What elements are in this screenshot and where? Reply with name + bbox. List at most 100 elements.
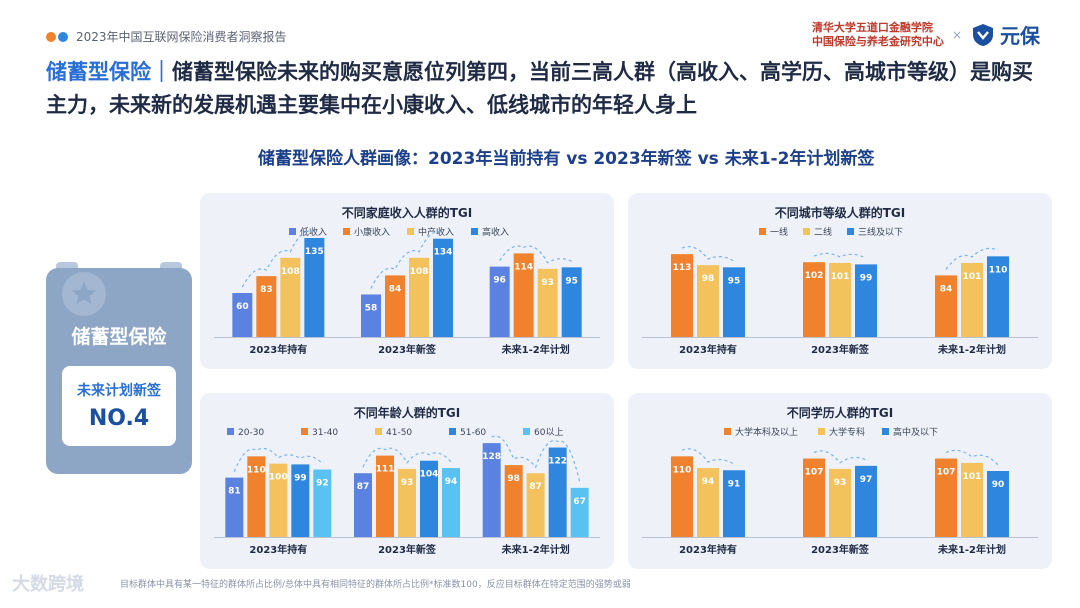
brand-name: 元保 (1000, 24, 1040, 48)
rank-label: 未来计划新签 (77, 383, 161, 399)
bar (280, 257, 301, 337)
trend-line (499, 245, 572, 264)
data-label: 90 (992, 480, 1005, 490)
bar (442, 468, 460, 537)
legend-swatch (847, 228, 854, 235)
star-badge-icon (62, 272, 106, 316)
legend-swatch (375, 428, 382, 435)
legend-swatch (407, 228, 414, 235)
data-label: 101 (963, 472, 982, 482)
bar (504, 465, 523, 537)
bar (354, 473, 372, 537)
legend-label: 一线 (770, 226, 788, 238)
legend-label: 高收入 (482, 226, 509, 238)
category-label: 2023年新签 (811, 343, 870, 356)
data-label: 93 (834, 478, 847, 488)
data-label: 108 (281, 267, 300, 277)
bar (697, 468, 719, 537)
bar (855, 465, 877, 537)
legend-swatch (724, 428, 731, 435)
chart-title: 不同城市等级人群的TGI (775, 205, 906, 220)
category-label: 2023年持有 (679, 343, 737, 356)
legend-swatch (882, 428, 889, 435)
bar (489, 266, 510, 337)
data-label: 93 (401, 478, 414, 488)
bar (829, 468, 851, 537)
report-title: 2023年中国互联网保险消费者洞察报告 (76, 30, 287, 44)
category-label: 2023年新签 (378, 543, 437, 556)
category-label: 2023年新签 (378, 343, 437, 356)
data-label: 107 (937, 468, 956, 478)
legend-label: 高中及以下 (893, 426, 938, 438)
bar (803, 458, 825, 537)
product-card: 储蓄型保险 未来计划新签 NO.4 (46, 268, 192, 474)
data-label: 104 (420, 470, 439, 480)
watermark: 大数跨境 (12, 574, 84, 595)
headline-separator: ｜ (151, 60, 172, 84)
data-label: 60 (236, 302, 249, 312)
legend-label: 41-50 (386, 428, 412, 438)
bar (361, 294, 381, 337)
chart-panel-city: 不同城市等级人群的TGI 一线 二线 三线及以下 113 98 95 2023年持有 102 10… (628, 193, 1052, 369)
data-label: 101 (963, 272, 982, 282)
data-label: 99 (860, 273, 873, 283)
chart-title: 不同学历人群的TGI (787, 405, 894, 420)
headline: 储蓄型保险｜储蓄型保险未来的购买意愿位列第四，当前三高人群（高收入、高学历、高城… (46, 56, 1046, 122)
data-label: 102 (805, 271, 824, 281)
data-label: 96 (493, 276, 506, 286)
data-label: 98 (507, 474, 520, 484)
org-logos: 清华大学五道口金融学院 中国保险与养老金研究中心 × 元保 (812, 20, 1040, 49)
legend-swatch (227, 428, 234, 435)
bar (269, 463, 288, 537)
legend-label: 31-40 (312, 428, 338, 438)
category-label: 未来1-2年计划 (501, 543, 570, 556)
bar (256, 276, 277, 337)
bar (671, 254, 693, 337)
data-label: 91 (728, 479, 741, 489)
headline-text: 储蓄型保险未来的购买意愿位列第四，当前三高人群（高收入、高学历、高城市等级）是购… (46, 60, 1033, 117)
trend-line (491, 435, 581, 483)
data-label: 113 (673, 263, 692, 273)
legend-label: 大学本科及以上 (735, 426, 798, 438)
legend-swatch (301, 428, 308, 435)
data-label: 122 (548, 457, 567, 467)
times-separator: × (951, 27, 962, 42)
brand-logo: 元保 (970, 20, 1040, 49)
bar (225, 477, 244, 537)
bar (855, 264, 877, 337)
footnote: 目标群体中具有某一特征的群体所占比例/总体中具有相同特征的群体所占比例*标准数1… (120, 580, 631, 590)
bar (723, 470, 745, 537)
org-line-2: 中国保险与养老金研究中心 (811, 34, 944, 48)
bar (829, 262, 851, 337)
bar (433, 238, 453, 337)
data-label: 92 (316, 479, 329, 489)
data-label: 134 (434, 248, 453, 258)
category-label: 未来1-2年计划 (501, 343, 570, 356)
bar (561, 267, 582, 337)
data-label: 108 (410, 267, 429, 277)
trend-line (945, 449, 999, 466)
bar (526, 473, 545, 537)
legend-swatch (759, 228, 766, 235)
bar (376, 455, 394, 537)
bar (420, 460, 438, 537)
data-label: 95 (728, 276, 741, 286)
trend-line (813, 252, 867, 259)
data-label: 83 (260, 285, 273, 295)
bar (987, 256, 1009, 337)
data-label: 110 (989, 265, 1008, 275)
rank-value: NO.4 (88, 406, 150, 431)
data-label: 58 (365, 303, 378, 313)
trend-line (370, 231, 444, 289)
trend-line (681, 448, 735, 465)
data-label: 67 (573, 497, 586, 507)
bar (232, 293, 253, 337)
data-label: 81 (228, 487, 241, 497)
bar (385, 275, 405, 337)
category-label: 未来1-2年计划 (937, 343, 1006, 356)
report-header: 2023年中国互联网保险消费者洞察报告 (46, 28, 287, 45)
trend-line (241, 230, 315, 288)
bar (513, 253, 534, 337)
data-label: 107 (805, 468, 824, 478)
legend-label: 低收入 (300, 226, 327, 238)
